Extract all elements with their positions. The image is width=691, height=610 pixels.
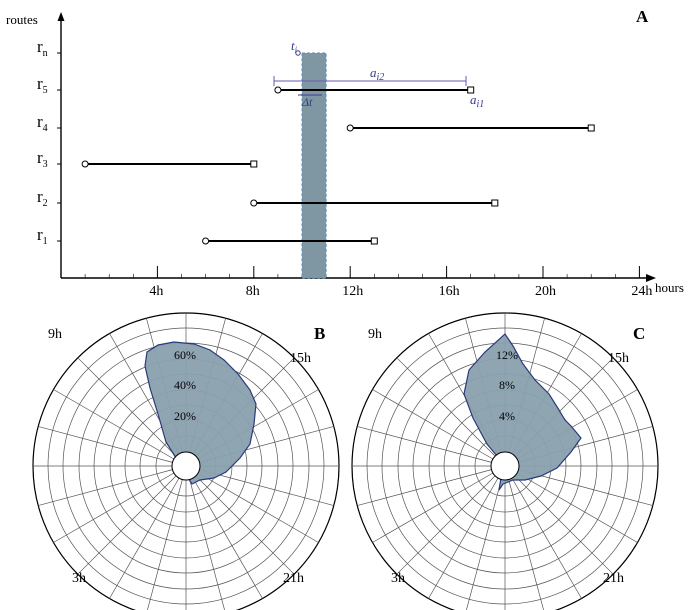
route-label: r1 bbox=[37, 225, 48, 247]
ring-label-c-3: 12% bbox=[496, 348, 518, 362]
polar-spoke bbox=[195, 475, 295, 575]
polar-spoke bbox=[189, 479, 225, 610]
x-tick-label: 12h bbox=[342, 284, 363, 299]
ti-marker bbox=[295, 50, 301, 56]
a-i1-label: ai1 bbox=[470, 92, 484, 110]
polar-spoke bbox=[77, 357, 177, 457]
route-start-marker bbox=[250, 199, 258, 207]
polar-spoke bbox=[147, 479, 183, 610]
hour-label-9h-b: 9h bbox=[48, 327, 62, 342]
polar-spoke bbox=[372, 472, 494, 543]
ring-label-b-2: 40% bbox=[174, 378, 196, 392]
polar-spoke bbox=[53, 472, 175, 543]
polar-spoke bbox=[109, 477, 180, 599]
route-end-marker bbox=[370, 237, 378, 245]
polar-spoke bbox=[77, 475, 177, 575]
a-i2-label: ai2 bbox=[370, 65, 384, 83]
polar-spoke bbox=[372, 389, 494, 460]
route-label: r5 bbox=[37, 74, 48, 96]
x-axis-arrow bbox=[646, 274, 656, 282]
polar-spoke bbox=[199, 469, 334, 506]
x-tick-label: 8h bbox=[246, 284, 260, 299]
hour-label-9h-c: 9h bbox=[368, 327, 382, 342]
ring-label-c-1: 4% bbox=[499, 409, 515, 423]
x-tick-label: 24h bbox=[631, 284, 652, 299]
ring-label-b-1: 20% bbox=[174, 409, 196, 423]
route-start-marker bbox=[202, 237, 210, 245]
center-hole-c bbox=[490, 451, 520, 481]
panel-b-label: B bbox=[314, 324, 325, 343]
routes: r1 r2 r3 r4 r5 rn bbox=[37, 37, 595, 247]
x-axis-label: hours bbox=[655, 280, 684, 295]
delta-t-label: Δt bbox=[301, 95, 313, 109]
polar-spoke bbox=[466, 479, 502, 610]
y-axis-label: routes bbox=[6, 12, 38, 27]
route-start-marker bbox=[81, 160, 89, 168]
polar-spoke bbox=[38, 469, 173, 506]
hour-label-21h-c: 21h bbox=[603, 571, 624, 586]
route-end-marker bbox=[587, 124, 595, 132]
polar-spoke bbox=[396, 357, 496, 457]
hour-label-15h-b: 15h bbox=[290, 351, 311, 366]
route-label: r3 bbox=[37, 148, 48, 170]
polar-spoke bbox=[511, 477, 582, 599]
polar-spoke bbox=[192, 477, 263, 599]
x-ticks: 4h 8h 12h 16h 20h 24h bbox=[149, 266, 652, 299]
route-end-marker bbox=[467, 86, 475, 94]
route-label: r2 bbox=[37, 187, 48, 209]
x-tick-label: 4h bbox=[149, 284, 163, 299]
polar-spoke bbox=[514, 475, 614, 575]
y-axis-arrow bbox=[57, 12, 65, 21]
panel-a-label: A bbox=[636, 7, 649, 26]
polar-spoke bbox=[396, 475, 496, 575]
polar-spoke bbox=[516, 472, 638, 543]
route-end-marker bbox=[250, 160, 258, 168]
annotations: ti ai2 ai1 Δt bbox=[273, 38, 484, 110]
polar-spoke bbox=[197, 472, 319, 543]
x-tick-label: 16h bbox=[439, 284, 460, 299]
hour-label-21h-b: 21h bbox=[283, 571, 304, 586]
route-label: rn bbox=[37, 37, 48, 59]
polar-spoke bbox=[38, 426, 173, 463]
polar-spoke bbox=[428, 477, 499, 599]
hour-label-3h-b: 3h bbox=[72, 571, 86, 586]
distribution-area-b bbox=[144, 341, 257, 485]
polar-spoke bbox=[53, 389, 175, 460]
route-start-marker bbox=[346, 124, 354, 132]
route-label: r4 bbox=[37, 112, 48, 134]
ti-label: ti bbox=[291, 38, 298, 55]
hour-label-3h-c: 3h bbox=[391, 571, 405, 586]
panel-a: A routes hours 4h 8h 12h 16h 20h 24h r1 r2 r3 r4… bbox=[6, 7, 684, 299]
polar-spoke bbox=[357, 426, 492, 463]
route-start-marker bbox=[274, 86, 282, 94]
route-end-marker bbox=[491, 199, 499, 207]
x-tick-label: 20h bbox=[535, 284, 556, 299]
polar-spoke bbox=[508, 479, 544, 610]
hour-label-15h-c: 15h bbox=[608, 351, 629, 366]
panel-c: C 9h 15h 3h 21h 12% 8% 4% bbox=[351, 312, 659, 610]
distribution-area-c bbox=[463, 333, 582, 491]
center-hole-b bbox=[171, 451, 201, 481]
ring-label-c-2: 8% bbox=[499, 378, 515, 392]
time-window-band bbox=[301, 52, 327, 279]
ring-label-b-3: 60% bbox=[174, 348, 196, 362]
polar-spoke bbox=[357, 469, 492, 506]
panel-c-label: C bbox=[633, 324, 645, 343]
panel-b: B 9h 15h 3h 21h 60% 40% 20% bbox=[32, 312, 340, 610]
